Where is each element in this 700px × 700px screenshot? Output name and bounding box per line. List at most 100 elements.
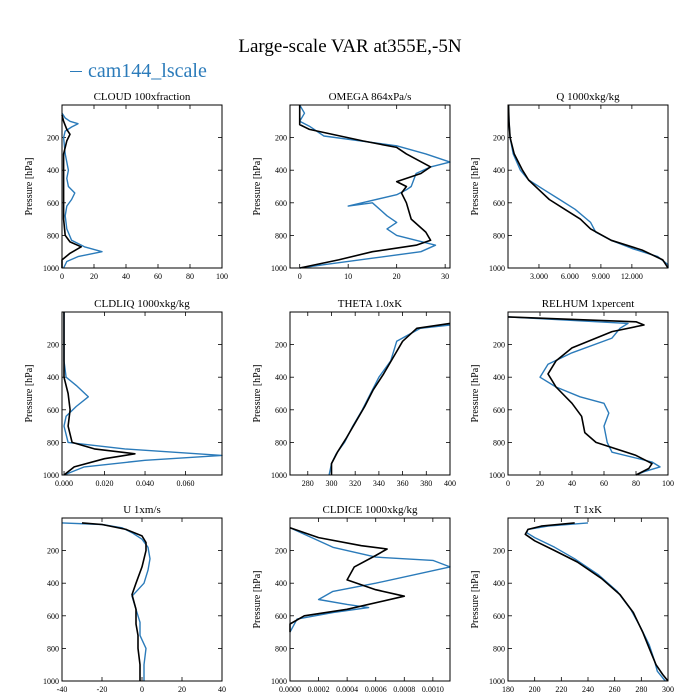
model-series-line [61,522,151,681]
plot-frame [61,311,223,476]
model-series-line [299,104,451,269]
x-tick-label: 80 [632,479,640,488]
x-tick-label: 0 [506,479,510,488]
plot-frame [289,104,451,269]
panel-title: CLOUD 100xfraction [94,91,191,103]
x-tick-label: 100 [662,479,674,488]
x-tick-label: -20 [97,685,108,694]
x-tick-label: 30 [441,272,449,281]
y-tick-label: 200 [493,134,505,143]
x-tick-label: 60 [600,479,608,488]
y-tick-label: 1000 [43,471,59,480]
reference-series-line [61,114,82,268]
x-tick-label: 0.040 [136,479,154,488]
y-tick-label: 600 [47,406,59,415]
y-axis-label: Pressure [hPa] [252,157,263,215]
x-tick-label: 360 [397,479,409,488]
panel-title: CLDICE 1000xkg/kg [322,504,418,516]
plot-frame [61,517,223,682]
reference-series-line [81,522,147,681]
x-tick-label: 20 [178,685,186,694]
panel-title: RELHUM 1xpercent [542,298,635,310]
x-tick-label: 320 [349,479,361,488]
x-tick-label: 60 [154,272,162,281]
x-tick-label: 0.020 [96,479,114,488]
x-tick-label: 0.0006 [365,685,387,694]
y-tick-label: 600 [493,406,505,415]
x-tick-label: 20 [393,272,401,281]
x-tick-label: 0.0010 [422,685,444,694]
x-tick-label: 280 [635,685,647,694]
x-tick-label: 100 [216,272,228,281]
plot-frame [289,517,451,682]
x-tick-label: 0 [60,272,64,281]
y-tick-label: 600 [275,199,287,208]
panel-3: Q 1000xkg/kg Pressure [hPa] 200 400 600 800 10… [470,91,669,281]
y-tick-label: 200 [493,341,505,350]
x-tick-label: 0.060 [177,479,195,488]
y-tick-label: 800 [493,644,505,653]
y-axis-label: Pressure [hPa] [470,570,481,628]
y-tick-label: 1000 [271,677,287,686]
y-tick-label: 200 [275,134,287,143]
y-tick-label: 800 [47,231,59,240]
x-tick-label: 6.000 [561,272,579,281]
x-tick-label: 300 [662,685,674,694]
y-tick-label: 1000 [489,264,505,273]
panel-7: U 1xm/s 200 400 600 800 1000-40 -20 0 20 40 [43,504,226,694]
x-tick-label: 0.0004 [336,685,358,694]
x-tick-label: 20 [90,272,98,281]
reference-series-line [507,316,653,476]
x-tick-label: 340 [373,479,385,488]
y-tick-label: 1000 [43,264,59,273]
panel-title: U 1xm/s [123,504,161,516]
reference-series-line [507,104,669,269]
model-series-line [507,316,661,476]
y-tick-label: 600 [493,199,505,208]
y-tick-label: 800 [47,644,59,653]
y-tick-label: 400 [493,579,505,588]
panel-4: CLDLIQ 1000xkg/kg Pressure [hPa] 200 400 600… [24,298,223,488]
x-tick-label: 0 [140,685,144,694]
panel-title: T 1xK [574,504,602,516]
reference-series-line [524,522,669,682]
y-tick-label: 800 [275,231,287,240]
reference-series-line [298,105,432,269]
x-tick-label: 9.000 [592,272,610,281]
y-tick-label: 200 [275,341,287,350]
x-tick-label: 0.000 [55,479,73,488]
x-tick-label: 40 [218,685,226,694]
figure-title: Large-scale VAR at355E,-5N [238,36,462,57]
y-axis-label: Pressure [hPa] [470,157,481,215]
y-tick-label: 200 [275,547,287,556]
y-tick-label: 800 [493,438,505,447]
y-tick-label: 400 [47,373,59,382]
legend: cam144_lscale [70,60,207,83]
x-tick-label: 40 [122,272,130,281]
panel-title: Q 1000xkg/kg [556,91,620,103]
x-tick-label: 280 [302,479,314,488]
plot-frame [289,311,451,476]
y-tick-label: 400 [275,579,287,588]
x-tick-label: 80 [186,272,194,281]
x-tick-label: 180 [502,685,514,694]
y-tick-label: 400 [47,579,59,588]
plot-frame [507,517,669,682]
x-tick-label: 40 [568,479,576,488]
x-tick-label: 400 [444,479,456,488]
y-tick-label: 1000 [489,471,505,480]
model-series-line [63,312,223,476]
plot-frame [61,104,223,269]
reference-series-line [63,312,136,476]
y-tick-label: 800 [493,231,505,240]
y-axis-label: Pressure [hPa] [252,364,263,422]
panel-5: THETA 1.0xK Pressure [hPa] 200 400 600 800 100… [252,298,456,488]
y-tick-label: 200 [47,547,59,556]
x-tick-label: 0.0000 [279,685,301,694]
x-tick-label: 0.0002 [308,685,330,694]
model-series-line [289,527,451,633]
panel-title: THETA 1.0xK [338,298,403,310]
panel-8: CLDICE 1000xkg/kg Pressure [hPa] 200 400 600… [252,504,451,694]
